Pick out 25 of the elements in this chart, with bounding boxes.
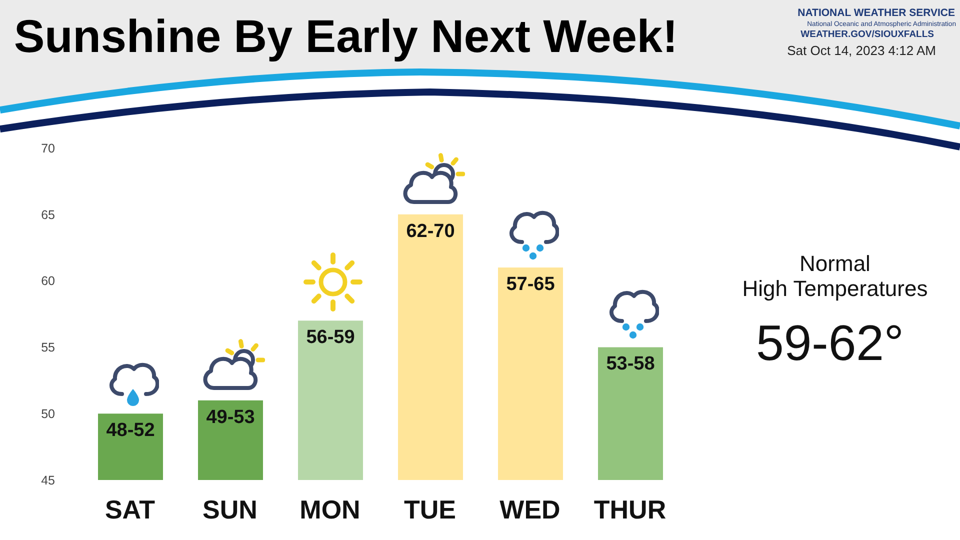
chart-title: Sunshine By Early Next Week! <box>14 9 678 64</box>
y-tick-label: 70 <box>41 141 56 156</box>
text: Sat Oct 14, 2023 4:12 AM <box>787 43 936 59</box>
data-label: 62-70 <box>406 220 455 242</box>
data-label: 48-52 <box>106 420 155 442</box>
y-tick-label: 60 <box>41 274 56 288</box>
data-label: 56-59 <box>306 327 355 348</box>
data-label: 53-58 <box>606 354 655 375</box>
y-tick-label: 55 <box>41 340 56 355</box>
text: NATIONAL WEATHER SERVICE <box>798 7 955 20</box>
text: WEATHER.GOV/SIOUXFALLS <box>800 29 934 41</box>
text: Normal <box>798 251 872 276</box>
y-tick-label: 65 <box>41 208 56 222</box>
y-tick-label: 50 <box>41 407 56 422</box>
text: High Temperatures <box>741 276 929 302</box>
x-tick-label: MON <box>300 494 360 524</box>
x-tick-label: WED <box>500 494 560 524</box>
x-tick-label: SUN <box>202 494 258 524</box>
y-tick-label: 45 <box>41 473 56 488</box>
data-label: 57-65 <box>506 274 556 296</box>
x-tick-label: THUR <box>594 494 666 524</box>
x-tick-label: SAT <box>104 494 156 524</box>
data-label: 49-53 <box>206 406 255 428</box>
x-tick-label: TUE <box>404 494 456 524</box>
text: 59-62° <box>755 315 905 372</box>
